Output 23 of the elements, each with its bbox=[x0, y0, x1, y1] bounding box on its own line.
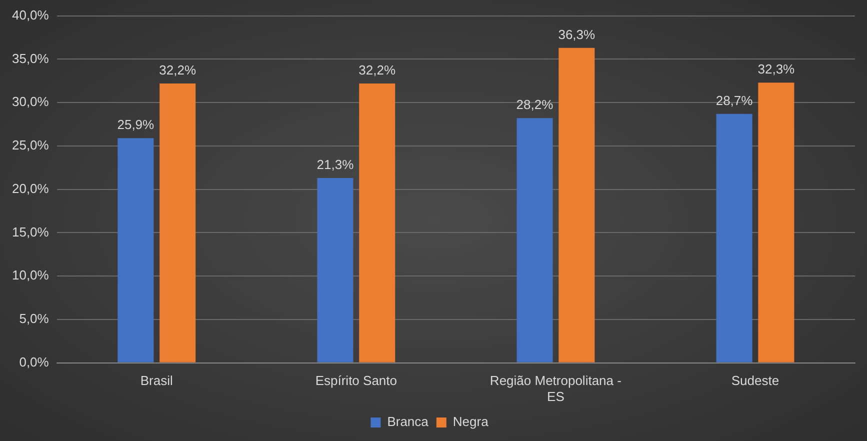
y-tick-label: 35,0% bbox=[12, 50, 50, 66]
x-tick-label: Região Metropolitana - ES bbox=[490, 373, 622, 404]
y-tick-label: 15,0% bbox=[12, 224, 50, 240]
y-tick-label: 10,0% bbox=[12, 268, 50, 283]
data-label: 32,2% bbox=[159, 62, 196, 78]
y-tick-label: 30,0% bbox=[12, 94, 50, 110]
data-label: 32,2% bbox=[358, 62, 396, 78]
data-label: 28,2% bbox=[516, 97, 554, 112]
data-label: 28,7% bbox=[716, 92, 754, 108]
x-tick-label: Brasil bbox=[140, 373, 173, 388]
y-tick-label: 20,0% bbox=[12, 180, 50, 196]
x-tick-label: Espírito Santo bbox=[315, 373, 397, 388]
y-tick-label: 25,0% bbox=[12, 138, 50, 153]
y-tick-label: 40,0% bbox=[12, 7, 50, 22]
legend-label: Branca bbox=[387, 414, 430, 430]
y-tick-label: 5,0% bbox=[19, 311, 50, 326]
data-label: 32,3% bbox=[758, 62, 796, 77]
legend-label: Negra bbox=[452, 414, 490, 430]
data-label: 25,9% bbox=[117, 117, 155, 132]
x-tick-label: Sudeste bbox=[731, 373, 780, 388]
data-label: 21,3% bbox=[316, 157, 354, 172]
y-tick-label: 0,0% bbox=[19, 354, 50, 370]
data-label: 36,3% bbox=[558, 26, 596, 42]
